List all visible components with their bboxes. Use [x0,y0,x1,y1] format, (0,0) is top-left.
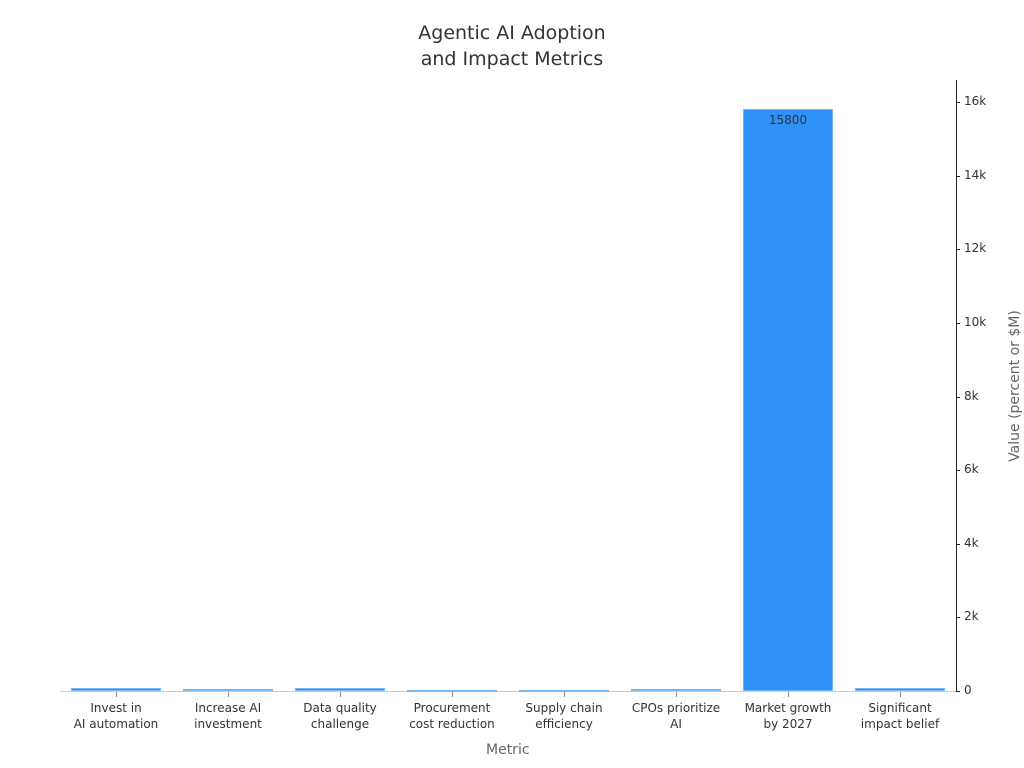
chart-title-line-1: Agentic AI Adoption [418,22,606,44]
bar [743,109,833,691]
y-tick-label: 16k [964,94,987,108]
x-tick-label: Significant impact belief [860,701,940,731]
y-tick [956,691,960,692]
x-tick [228,692,229,697]
x-tick-label: Procurement cost reduction [409,701,495,731]
x-tick [676,692,677,697]
y-tick-label: 6k [964,462,979,476]
y-tick [956,176,960,177]
x-tick [116,692,117,697]
chart-title-line-2: and Impact Metrics [420,48,604,70]
bar [71,687,161,691]
y-tick-label: 10k [964,315,987,329]
y-tick-label: 0 [964,683,972,697]
bar [183,688,273,691]
y-axis-line [956,80,957,692]
y-tick-label: 14k [964,168,987,182]
x-tick [452,692,453,697]
x-tick [564,692,565,697]
bar [407,690,497,692]
x-tick [788,692,789,697]
y-tick [956,617,960,618]
bar [855,687,945,691]
x-tick-label: Supply chain efficiency [525,701,603,731]
bar-value-label: 15800 [768,113,808,128]
y-tick-label: 2k [964,609,979,623]
x-tick [900,692,901,697]
bar [295,687,385,691]
x-tick [340,692,341,697]
y-tick [956,323,960,324]
x-tick-label: CPOs prioritize AI [631,701,721,731]
y-tick [956,397,960,398]
y-tick [956,544,960,545]
y-tick [956,249,960,250]
y-tick-label: 4k [964,536,979,550]
x-tick-label: Increase AI investment [194,701,262,731]
y-tick [956,470,960,471]
x-axis-line [60,691,956,692]
bar [519,690,609,692]
x-tick-label: Market growth by 2027 [744,701,832,731]
y-tick-label: 8k [964,389,979,403]
x-axis-label: Metric [486,742,530,758]
y-tick-label: 12k [964,241,987,255]
x-tick-label: Data quality challenge [303,701,377,731]
x-tick-label: Invest in AI automation [73,701,159,731]
y-axis-label: Value (percent or $M) [1007,310,1023,462]
bar [631,688,721,691]
y-tick [956,102,960,103]
